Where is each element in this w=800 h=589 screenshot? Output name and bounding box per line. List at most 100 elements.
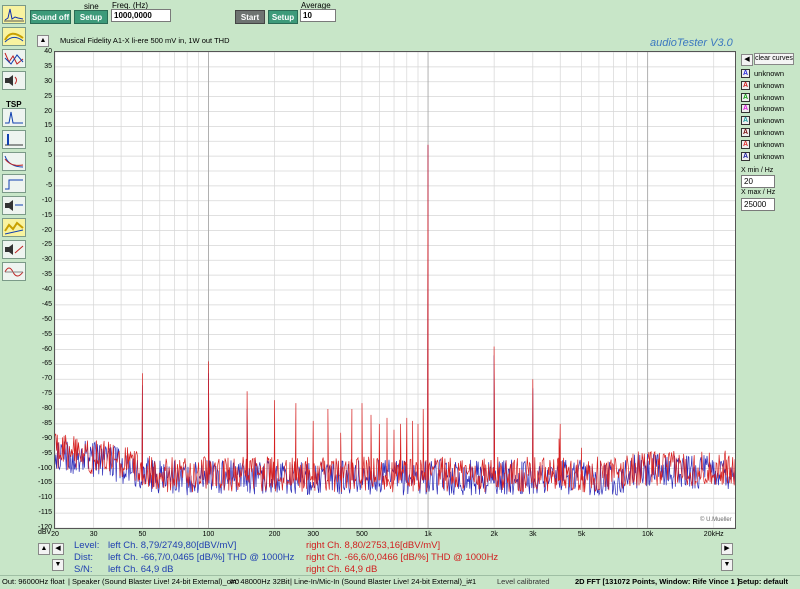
speaker-response-icon[interactable] [2,71,26,90]
start-button[interactable]: Start [235,10,265,24]
spectrum-icon[interactable] [2,5,26,24]
left-level-value: left Ch. 8,79/2749,80[dBV/mV] [108,540,237,551]
signal-a-icon[interactable] [2,49,26,68]
clear-curves-button[interactable]: clear curves [754,53,794,65]
left-dist-value: left Ch. -66,7/0,0465 [dB/%] THD @ 1000H… [108,552,295,563]
level-label: Level: [74,540,100,551]
average-input[interactable]: 10 [300,9,336,22]
y-scroll-down-button[interactable]: ▼ [721,559,733,571]
y-tick-label: -95 [41,449,52,457]
y-tick-label: 0 [48,167,52,174]
speaker-icon[interactable] [2,196,26,215]
y-scroll-down-left-button[interactable]: ▼ [52,559,64,571]
freq-input[interactable]: 1000,0000 [111,9,171,22]
series-line-right [55,144,735,493]
decay-graphic [4,155,24,168]
y-tick-label: -50 [41,315,52,323]
x-tick-label: 300 [307,531,320,538]
y-unit-label: dBV [38,529,52,536]
y-tick-label: 30 [44,77,52,85]
y-tick-label: -45 [41,300,52,308]
legend-label: unknown [754,151,785,161]
phase-icon[interactable] [2,262,26,281]
waterfall-icon[interactable] [2,218,26,237]
x-tick-label: 20kHz [703,531,724,538]
status-calibrated: Level calibrated [497,577,550,586]
chart-menu-button[interactable]: ▲ [37,35,49,47]
legend-swatch[interactable]: A [741,92,750,102]
y-tick-label: 10 [44,137,52,145]
impulse-graphic [5,134,23,146]
waterfall-graphic [4,221,24,235]
status-out: Out: 96000Hz float [2,577,65,586]
freq-label: Freq. (Hz) [112,1,148,10]
y-tick-label: 40 [44,48,52,55]
y-tick-label: 35 [44,62,52,70]
right-sn-value: right Ch. 64,9 dB [306,564,378,575]
fft-setup-button[interactable]: Setup [268,10,298,24]
x-scroll-left-button[interactable]: ◀ [52,543,64,555]
spectrum-plot [55,52,735,528]
chart-title: Musical Fidelity A1-X li-ere 500 mV in, … [60,36,230,45]
legend-swatch[interactable]: A [741,128,750,137]
y-tick-label: -5 [45,181,52,189]
y-tick-label: -80 [41,405,52,412]
panel-collapse-button[interactable]: ◀ [741,54,753,66]
xmax-input[interactable]: 25000 [741,198,775,211]
brand-label: audioTester V3.0 [650,37,733,49]
y-tick-label: -60 [41,345,52,353]
signal-type-label: sine [84,2,99,11]
speaker-response-graphic [5,75,17,86]
legend-swatch[interactable]: A [741,104,750,114]
series-line-left [55,145,735,497]
legend-swatch[interactable]: A [741,151,750,161]
tsp-icon[interactable] [2,108,26,127]
y-tick-label: -120 [37,524,52,531]
spectrum-graphic [4,8,24,22]
step-response-icon[interactable] [2,174,26,193]
y-scroll-up-button[interactable]: ▲ [38,543,50,555]
x-tick-label: 10k [641,531,654,538]
status-linein: | Line-In/Mic-In (Sound Blaster Live! 24… [290,577,477,586]
legend-swatch[interactable]: A [741,116,750,126]
y-tick-label: -110 [38,494,53,502]
y-tick-label: -115 [38,509,53,517]
x-scroll-right-button[interactable]: ▶ [721,543,733,555]
xmin-input[interactable]: 20 [741,175,775,188]
legend-label: unknown [754,80,785,90]
legend-label: unknown [754,128,785,137]
legend-label: unknown [754,69,785,78]
y-tick-label: -70 [41,375,52,383]
filter-graphic [4,32,24,43]
y-tick-label: -75 [41,390,52,398]
filter-curve-icon[interactable] [2,27,26,46]
y-tick-label: 20 [44,107,52,115]
speaker-b-icon[interactable] [2,240,26,259]
y-tick-label: -55 [41,330,52,338]
x-tick-label: 20 [51,531,59,538]
y-tick-label: -85 [41,419,52,427]
y-tick-label: -30 [41,256,52,264]
decay-icon[interactable] [2,152,26,171]
legend-swatch[interactable]: A [741,80,750,90]
right-dist-value: right Ch. -66,6/0,0466 [dB/%] THD @ 1000… [306,552,499,563]
impulse-icon[interactable] [2,130,26,149]
x-tick-label: 30 [89,531,98,538]
signal-setup-button[interactable]: Setup [74,10,108,24]
legend-swatch[interactable]: A [741,69,750,78]
step-graphic [5,179,23,190]
dist-label: Dist: [74,552,93,563]
sound-off-button[interactable]: Sound off [30,10,71,24]
phase-graphic [4,267,24,277]
status-speaker: | Speaker (Sound Blaster Live! 24-bit Ex… [68,577,240,586]
legend-label: unknown [754,92,785,102]
legend-swatch[interactable]: A [741,139,750,149]
